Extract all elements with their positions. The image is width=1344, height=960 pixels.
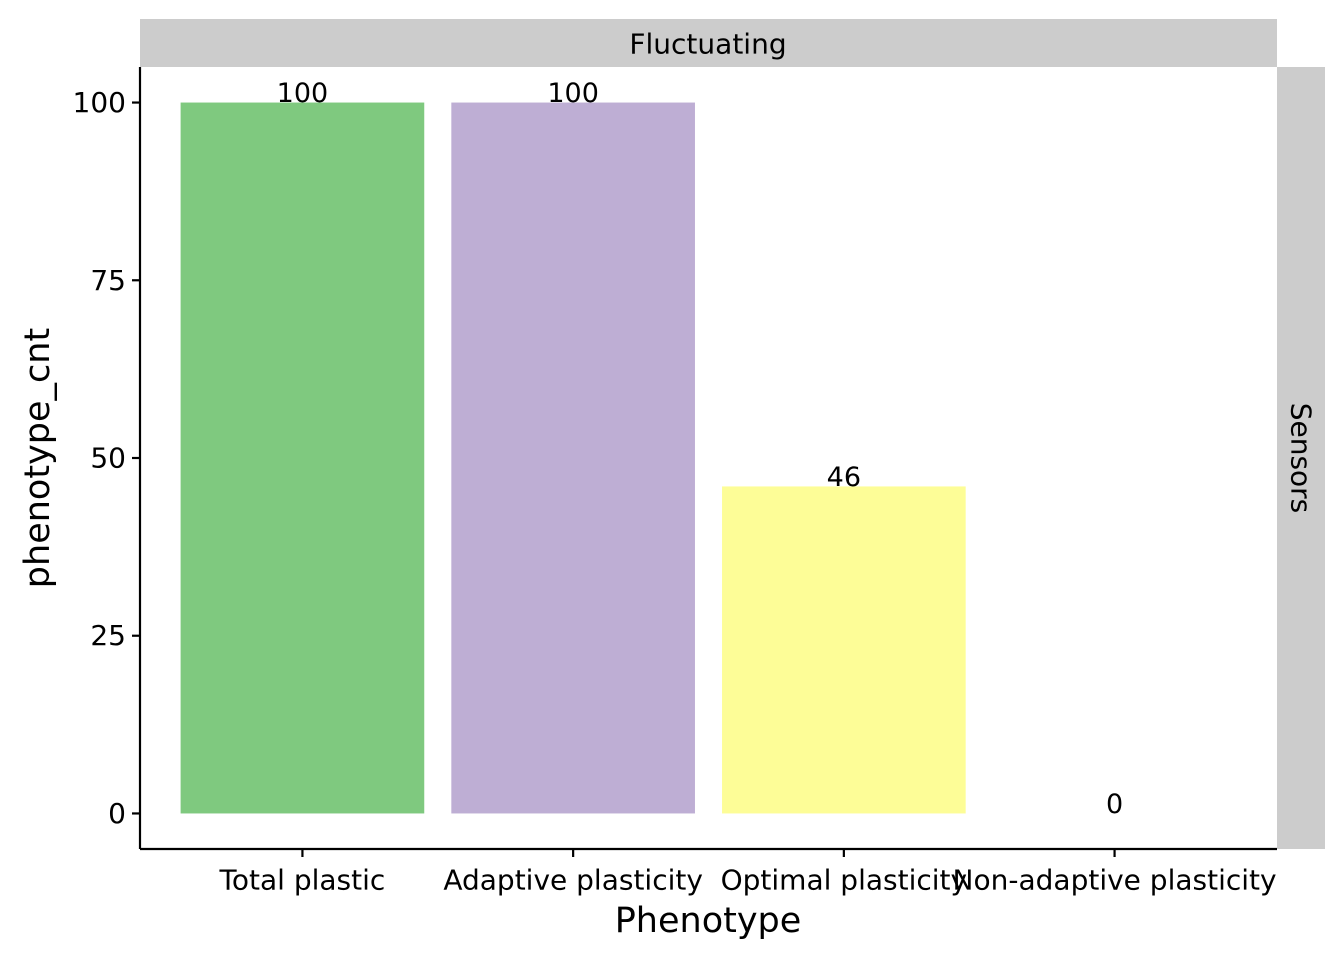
data-label-1: 100 bbox=[547, 78, 599, 109]
x-tick-label: Non-adaptive plasticity bbox=[953, 864, 1277, 897]
x-axis-title: Phenotype bbox=[615, 901, 802, 941]
plot-area: 100 100 46 0 bbox=[180, 78, 1123, 820]
x-tick-label: Optimal plasticity bbox=[721, 864, 967, 897]
facet-strip-top-label: Fluctuating bbox=[629, 28, 786, 61]
data-label-0: 100 bbox=[277, 78, 329, 109]
y-tick-label: 50 bbox=[90, 442, 126, 475]
facet-strip-top bbox=[140, 19, 1277, 67]
bar-1 bbox=[451, 102, 695, 814]
facet-strip-right bbox=[1277, 67, 1325, 849]
y-tick-label: 0 bbox=[108, 797, 126, 830]
data-label-2: 46 bbox=[827, 462, 861, 493]
y-tick-label: 25 bbox=[90, 619, 126, 652]
y-tick-label: 75 bbox=[90, 264, 126, 297]
x-tick-label: Total plastic bbox=[219, 864, 386, 897]
y-tick-label: 100 bbox=[73, 86, 126, 119]
bar-2 bbox=[722, 486, 966, 814]
y-axis-title: phenotype_cnt bbox=[18, 328, 58, 588]
facet-strip-right-label: Sensors bbox=[1285, 403, 1318, 514]
y-axis: 0 25 50 75 100 bbox=[73, 86, 140, 830]
x-tick-label: Adaptive plasticity bbox=[443, 864, 703, 897]
bar-0 bbox=[180, 102, 425, 814]
x-axis: Total plastic Adaptive plasticity Optimal … bbox=[219, 849, 1277, 897]
data-label-3: 0 bbox=[1106, 789, 1123, 820]
